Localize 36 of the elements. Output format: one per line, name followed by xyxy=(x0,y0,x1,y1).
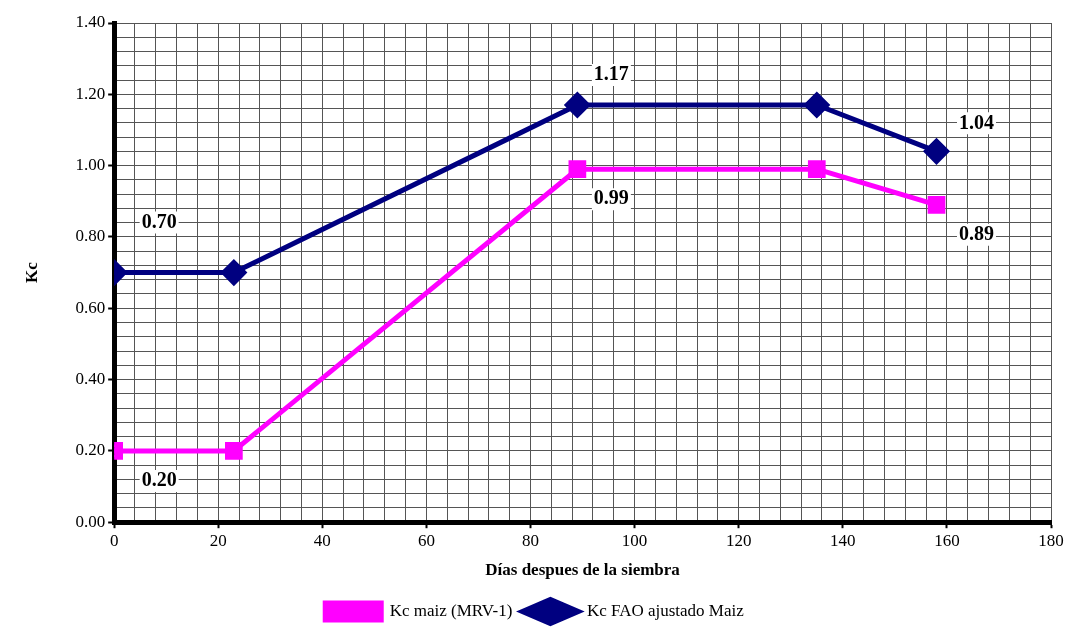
y-tick-label: 0.20 xyxy=(75,440,106,460)
y-tick-label: 0.80 xyxy=(75,226,106,246)
x-tick-label: 100 xyxy=(621,530,648,550)
x-tick-label: 140 xyxy=(830,530,856,550)
data-label: 0.70 xyxy=(141,209,177,232)
data-label: 0.20 xyxy=(141,468,177,491)
x-tick-label: 120 xyxy=(725,530,752,550)
point xyxy=(221,260,247,286)
point xyxy=(568,160,587,179)
y-tick-label: 1.40 xyxy=(75,12,106,32)
y-tick-label: 0.40 xyxy=(75,369,106,389)
x-axis-title: Días despues de la siembra xyxy=(485,560,681,580)
y-tick-label: 1.00 xyxy=(75,155,106,175)
data-label: 1.17 xyxy=(593,62,629,85)
x-tick-label: 60 xyxy=(417,530,435,550)
point xyxy=(225,442,243,460)
data-label: 0.89 xyxy=(959,222,994,245)
x-tick-label: 180 xyxy=(1038,530,1064,550)
y-tick-label: 0.00 xyxy=(75,511,106,531)
y-tick-label: 0.60 xyxy=(75,297,106,317)
legend-label: Kc maiz (MRV-1) xyxy=(389,600,513,620)
point xyxy=(807,160,826,179)
point xyxy=(927,195,946,214)
legend-label: Kc FAO ajustado Maiz xyxy=(586,600,745,620)
x-tick-label: 40 xyxy=(313,530,331,550)
point xyxy=(924,138,949,164)
y-tick-label: 1.20 xyxy=(75,83,106,103)
data-label: 1.04 xyxy=(959,110,994,133)
x-tick-label: 0 xyxy=(109,530,119,550)
point xyxy=(804,92,830,118)
x-tick-label: 20 xyxy=(209,530,227,550)
x-tick-label: 80 xyxy=(522,530,540,550)
x-tick-label: 160 xyxy=(934,530,960,550)
y-axis-title: Kc xyxy=(21,261,41,283)
data-label: 0.99 xyxy=(593,186,629,209)
point xyxy=(564,92,590,118)
